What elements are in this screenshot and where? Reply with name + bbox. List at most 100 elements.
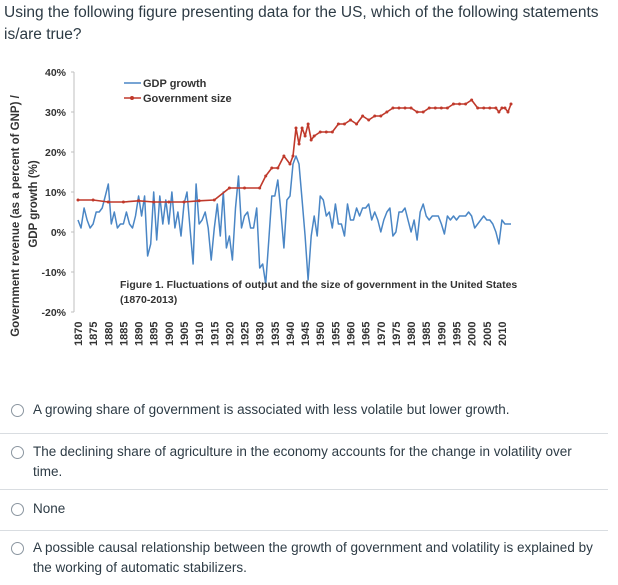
government-size-point [300, 126, 304, 130]
government-size-point [397, 106, 401, 110]
divider [0, 433, 608, 434]
x-tick-label: 1885 [118, 322, 130, 346]
government-size-point [503, 106, 507, 110]
government-size-point [212, 198, 216, 202]
government-size-point [349, 118, 353, 122]
government-size-point [152, 200, 156, 204]
x-tick-label: 1940 [285, 322, 297, 346]
legend-label: GDP growth [143, 78, 207, 90]
government-size-point [439, 106, 443, 110]
radio-button-icon[interactable] [11, 542, 24, 555]
x-tick-label: 1875 [88, 322, 100, 346]
y-tick-group: 40% 30% 20% 10% 0% -10% -20% [41, 67, 74, 319]
government-size-point [291, 154, 295, 158]
option-label: A possible causal relationship between t… [33, 540, 593, 575]
government-size-point [288, 162, 292, 166]
y-tick-label: 20% [45, 147, 67, 159]
radio-button-icon[interactable] [11, 446, 24, 459]
government-size-point [297, 142, 301, 146]
x-tick-label: 1930 [255, 322, 267, 346]
figure-caption-line1: Figure 1. Fluctuations of output and the… [120, 279, 517, 291]
government-size-point [306, 122, 310, 126]
y-tick-label: -10% [41, 267, 66, 279]
x-tick-label: 1925 [240, 322, 252, 346]
government-size-point [182, 200, 186, 204]
government-size-point [497, 110, 501, 114]
series-layer [76, 98, 513, 285]
government-size-point [445, 106, 449, 110]
y-tick-label: 30% [45, 107, 67, 119]
option-1[interactable]: A growing share of government is associa… [0, 400, 610, 420]
y-tick-label: 10% [45, 187, 67, 199]
government-size-point [421, 110, 425, 114]
x-tick-label: 1905 [179, 322, 191, 346]
government-size-point [324, 130, 328, 134]
x-tick-label: 1915 [209, 322, 221, 346]
government-size-point [451, 102, 455, 106]
government-size-point [227, 186, 231, 190]
divider [0, 489, 608, 490]
government-size-point [121, 200, 125, 204]
government-size-point [276, 166, 280, 170]
y-tick-label: 40% [45, 67, 67, 79]
government-size-point [391, 106, 395, 110]
government-size-point [137, 199, 141, 203]
option-2[interactable]: The declining share of agriculture in th… [0, 442, 610, 482]
x-tick-label: 1975 [391, 322, 403, 346]
x-tick-label: 2010 [497, 322, 509, 346]
government-size-point [76, 198, 80, 202]
government-size-point [264, 174, 268, 178]
government-size-point [243, 186, 247, 190]
government-size-point [309, 138, 313, 142]
government-size-point [270, 166, 274, 170]
option-label: None [33, 501, 66, 516]
x-tick-label: 1985 [421, 322, 433, 346]
government-size-point [433, 106, 437, 110]
government-size-point [303, 134, 307, 138]
x-tick-label: 2000 [467, 322, 479, 346]
x-tick-label: 1965 [361, 322, 373, 346]
government-size-point [312, 134, 316, 138]
gdp-growth-line [77, 155, 511, 285]
government-size-point [318, 130, 322, 134]
y-tick-label: 0% [51, 227, 67, 239]
y-axis-label-inner: GDP growth (%) [28, 160, 40, 247]
x-tick-label: 1890 [134, 322, 146, 346]
option-label: A growing share of government is associa… [33, 402, 510, 417]
x-tick-label: 1945 [300, 322, 312, 346]
x-tick-label: 1895 [149, 322, 161, 346]
government-size-point [197, 199, 201, 203]
government-size-point [458, 102, 462, 106]
government-size-point [403, 106, 407, 110]
x-tick-label: 1910 [194, 322, 206, 346]
y-tick-label: -20% [41, 307, 66, 319]
option-label: The declining share of agriculture in th… [33, 444, 572, 479]
government-size-point [476, 106, 480, 110]
x-tick-label: 1950 [315, 322, 327, 346]
government-size-point [470, 98, 474, 102]
government-size-point [427, 106, 431, 110]
x-tick-label: 1980 [406, 322, 418, 346]
government-size-point [336, 122, 340, 126]
government-size-point [167, 200, 171, 204]
government-size-point [282, 154, 286, 158]
government-size-point [500, 106, 504, 110]
government-size-point [509, 102, 513, 106]
government-size-point [373, 114, 377, 118]
figure-chart: Government revenue (as a percent of GNP)… [0, 56, 618, 356]
option-4[interactable]: A possible causal relationship between t… [0, 538, 610, 578]
government-size-point [415, 110, 419, 114]
x-tick-label: 2005 [482, 322, 494, 346]
government-size-point [294, 126, 298, 130]
radio-button-icon[interactable] [11, 503, 24, 516]
government-size-point [91, 198, 95, 202]
option-3[interactable]: None [0, 499, 610, 519]
radio-button-icon[interactable] [11, 404, 24, 417]
government-size-point [106, 200, 110, 204]
x-tick-label: 1990 [436, 322, 448, 346]
government-size-point [494, 106, 498, 110]
government-size-point [342, 122, 346, 126]
government-size-point [379, 114, 383, 118]
figure-caption-line2: (1870-2013) [120, 294, 177, 306]
government-size-point [330, 130, 334, 134]
